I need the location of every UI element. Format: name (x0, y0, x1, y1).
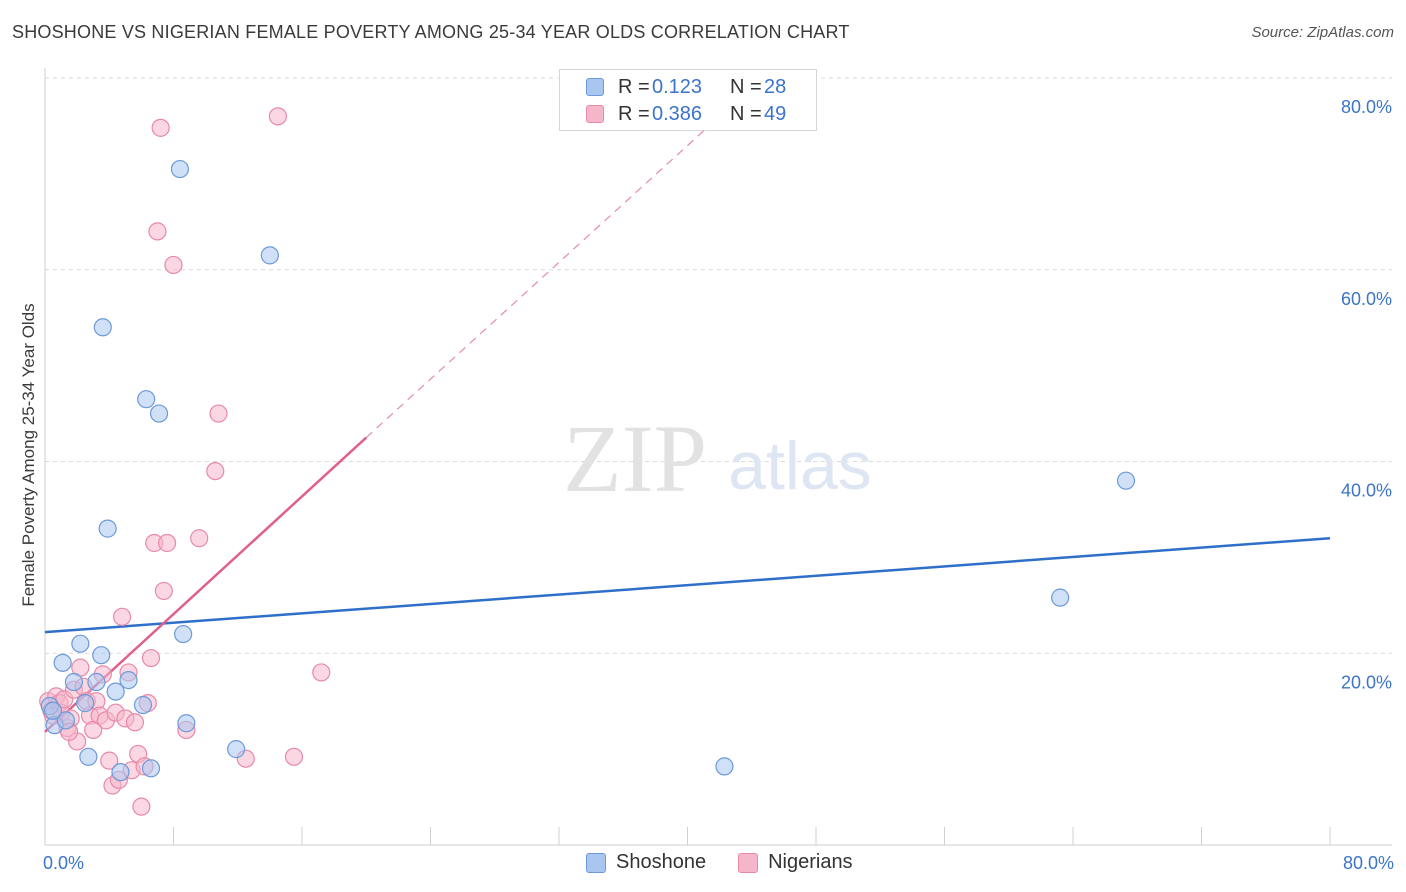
nigerians-point (100, 751, 119, 770)
nigerians-point (312, 663, 331, 682)
source-credit: Source: ZipAtlas.com (1251, 24, 1394, 41)
y-tick-label: 60.0% (1341, 289, 1392, 309)
series-legend-nigerians: Nigerians (738, 851, 853, 874)
shoshone-point (137, 390, 156, 409)
watermark-atlas: atlas (728, 428, 872, 504)
shoshone-point (43, 701, 63, 720)
shoshone-point (174, 624, 193, 644)
legend-n-value: 49 (764, 102, 787, 125)
shoshone-point (227, 740, 246, 759)
shoshone-point (1051, 588, 1070, 607)
y-tick-label: 80.0% (1341, 97, 1392, 117)
y-tick-label: 40.0% (1341, 481, 1392, 501)
grid-lines (45, 77, 1392, 654)
y-axis-label: Female Poverty Among 25-34 Year Olds (19, 303, 38, 606)
nigerians-point (151, 118, 170, 137)
nigerians-trend-extension (365, 115, 721, 438)
nigerians-point (112, 607, 132, 626)
y-tick-label: 20.0% (1341, 672, 1392, 692)
shoshone-point (133, 695, 153, 715)
nigerians-legend-label: Nigerians (768, 851, 853, 873)
series-legend: Shoshone Nigerians (586, 851, 885, 874)
shoshone-point (170, 159, 190, 179)
nigerians-point (157, 533, 177, 553)
legend-n-label: N = (730, 75, 762, 98)
legend-n-label: N = (730, 102, 762, 125)
nigerians-point (132, 797, 151, 816)
shoshone-point (98, 519, 117, 538)
nigerians-point (209, 404, 228, 423)
legend-n-value: 28 (764, 75, 787, 98)
legend-row-nigerians: R = 0.386 N = 49 (586, 101, 786, 127)
shoshone-swatch (586, 78, 604, 96)
shoshone-point (76, 694, 95, 713)
shoshone-point (87, 672, 106, 692)
shoshone-legend-label: Shoshone (616, 851, 707, 873)
shoshone-point (106, 682, 125, 701)
shoshone-point (92, 646, 111, 665)
watermark: ZIP atlas (563, 405, 872, 512)
nigerians-point (206, 461, 225, 481)
nigerians-point (164, 255, 183, 275)
shoshone-point (71, 634, 90, 653)
shoshone-point (53, 653, 72, 672)
shoshone-point (93, 318, 112, 337)
chart-title: SHOSHONE VS NIGERIAN FEMALE POVERTY AMON… (12, 22, 850, 42)
correlation-legend: R = 0.123 N = 28 R = 0.386 N = 49 (559, 69, 817, 131)
nigerians-point (148, 222, 167, 241)
watermark-zip: ZIP (563, 405, 707, 512)
shoshone-point (64, 672, 84, 692)
nigerians-legend-swatch (738, 852, 759, 873)
axis-labels: Female Poverty Among 25-34 Year Olds 20.… (19, 97, 1394, 873)
shoshone-point (79, 747, 98, 766)
nigerians-point (284, 747, 304, 766)
series-legend-shoshone: Shoshone (586, 851, 706, 874)
shoshone-trend-line (44, 536, 1331, 634)
x-tick-label: 0.0% (43, 853, 84, 873)
shoshone-legend-swatch (586, 852, 606, 873)
nigerians-point (154, 581, 173, 601)
shoshone-point (56, 711, 75, 730)
legend-r-value: 0.123 (652, 75, 703, 98)
nigerians-point (141, 648, 161, 668)
data-points (39, 107, 1136, 816)
shoshone-point (177, 714, 196, 733)
nigerians-point (268, 107, 288, 126)
shoshone-point (260, 246, 279, 265)
nigerians-point (125, 713, 145, 732)
x-tick-label: 80.0% (1343, 853, 1394, 873)
legend-r-label: R = (618, 102, 650, 125)
legend-r-value: 0.386 (652, 102, 703, 125)
legend-row-shoshone: R = 0.123 N = 28 (586, 74, 786, 100)
shoshone-point (1116, 471, 1136, 490)
shoshone-point (149, 404, 169, 423)
shoshone-point (111, 763, 130, 782)
shoshone-point (141, 759, 161, 778)
shoshone-point (715, 757, 734, 776)
nigerians-swatch (586, 105, 604, 123)
shoshone-point (119, 670, 138, 690)
axes (44, 68, 1392, 846)
legend-r-label: R = (618, 75, 650, 98)
nigerians-point (190, 529, 209, 548)
